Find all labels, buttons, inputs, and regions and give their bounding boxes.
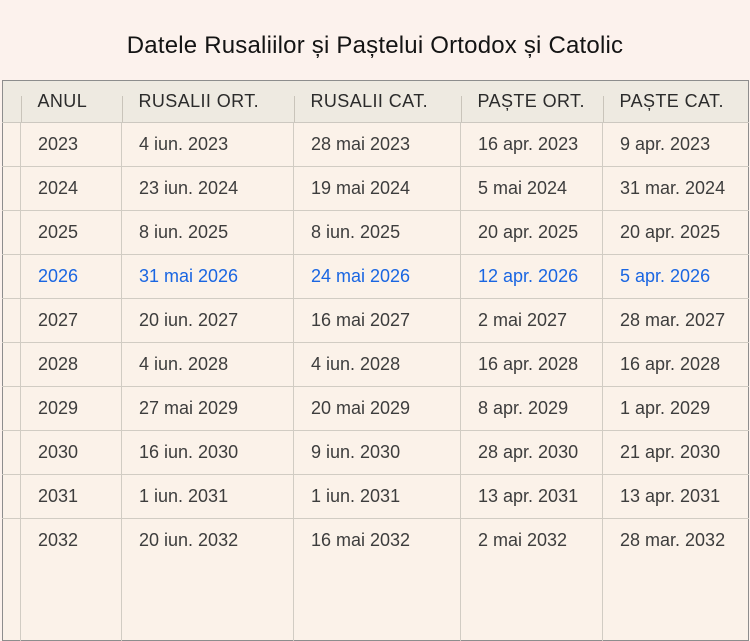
cell-rusalii-ort: 20 iun. 2032 — [121, 518, 294, 641]
spacer-cell — [2, 166, 21, 211]
spacer-cell — [2, 342, 21, 387]
page-title: Datele Rusaliilor și Paștelui Ortodox și… — [126, 32, 624, 59]
cell-rusalii-ort: 23 iun. 2024 — [121, 166, 294, 211]
cell-paste-ort: 2 mai 2027 — [460, 298, 603, 343]
spacer-cell — [2, 474, 21, 519]
spacer-cell — [2, 518, 21, 641]
table-row: 2023 4 iun. 2023 28 mai 2023 16 apr. 202… — [2, 122, 749, 167]
cell-rusalii-ort: 27 mai 2029 — [121, 386, 294, 431]
cell-rusalii-ort: 20 iun. 2027 — [121, 298, 294, 343]
cell-paste-cat: 1 apr. 2029 — [602, 386, 749, 431]
cell-anul: 2030 — [20, 430, 122, 475]
cell-paste-ort: 20 apr. 2025 — [460, 210, 603, 255]
cell-paste-ort: 13 apr. 2031 — [460, 474, 603, 519]
cell-paste-cat: 16 apr. 2028 — [602, 342, 749, 387]
cell-paste-ort: 16 apr. 2023 — [460, 122, 603, 167]
cell-paste-cat: 13 apr. 2031 — [602, 474, 749, 519]
cell-anul: 2026 — [20, 254, 122, 299]
spacer-cell — [2, 254, 21, 299]
cell-paste-cat: 9 apr. 2023 — [602, 122, 749, 167]
cell-anul: 2029 — [20, 386, 122, 431]
cell-paste-ort: 2 mai 2032 — [460, 518, 603, 641]
spacer-cell — [2, 122, 21, 167]
cell-paste-cat: 28 mar. 2027 — [602, 298, 749, 343]
cell-rusalii-ort: 31 mai 2026 — [121, 254, 294, 299]
spacer-cell — [2, 430, 21, 475]
cell-rusalii-cat: 24 mai 2026 — [293, 254, 461, 299]
cell-rusalii-cat: 9 iun. 2030 — [293, 430, 461, 475]
table-row: 2028 4 iun. 2028 4 iun. 2028 16 apr. 202… — [2, 342, 749, 387]
cell-anul: 2028 — [20, 342, 122, 387]
table-row: 2025 8 iun. 2025 8 iun. 2025 20 apr. 202… — [2, 210, 749, 255]
cell-rusalii-ort: 1 iun. 2031 — [121, 474, 294, 519]
cell-paste-cat: 28 mar. 2032 — [602, 518, 749, 641]
cell-anul: 2025 — [20, 210, 122, 255]
table-row: 2030 16 iun. 2030 9 iun. 2030 28 apr. 20… — [2, 430, 749, 475]
cell-rusalii-cat: 16 mai 2027 — [293, 298, 461, 343]
cell-rusalii-ort: 4 iun. 2023 — [121, 122, 294, 167]
cell-rusalii-cat: 8 iun. 2025 — [293, 210, 461, 255]
table-row: 2027 20 iun. 2027 16 mai 2027 2 mai 2027… — [2, 298, 749, 343]
cell-anul: 2024 — [20, 166, 122, 211]
header-row: ANUL RUSALII ORT. RUSALII CAT. PAȘTE ORT… — [2, 80, 749, 123]
table-row: 2029 27 mai 2029 20 mai 2029 8 apr. 2029… — [2, 386, 749, 431]
cell-rusalii-ort: 8 iun. 2025 — [121, 210, 294, 255]
cell-rusalii-cat: 4 iun. 2028 — [293, 342, 461, 387]
dates-table-container: ANUL RUSALII ORT. RUSALII CAT. PAȘTE ORT… — [0, 80, 750, 641]
spacer-column-header — [2, 80, 21, 123]
cell-rusalii-ort: 4 iun. 2028 — [121, 342, 294, 387]
cell-rusalii-cat: 28 mai 2023 — [293, 122, 461, 167]
table-row: 2031 1 iun. 2031 1 iun. 2031 13 apr. 203… — [2, 474, 749, 519]
cell-anul: 2032 — [20, 518, 122, 641]
easter-pentecost-dates-table: ANUL RUSALII ORT. RUSALII CAT. PAȘTE ORT… — [2, 80, 749, 641]
cell-paste-cat: 20 apr. 2025 — [602, 210, 749, 255]
column-header-paste-ort: PAȘTE ORT. — [460, 80, 603, 123]
cell-anul: 2023 — [20, 122, 122, 167]
spacer-cell — [2, 298, 21, 343]
cell-anul: 2031 — [20, 474, 122, 519]
cell-anul: 2027 — [20, 298, 122, 343]
table-row: 2026 31 mai 2026 24 mai 2026 12 apr. 202… — [2, 254, 749, 299]
cell-paste-ort: 28 apr. 2030 — [460, 430, 603, 475]
column-header-rusalii-cat: RUSALII CAT. — [293, 80, 461, 123]
cell-paste-ort: 5 mai 2024 — [460, 166, 603, 211]
cell-rusalii-cat: 16 mai 2032 — [293, 518, 461, 641]
cell-paste-cat: 21 apr. 2030 — [602, 430, 749, 475]
column-header-paste-cat: PAȘTE CAT. — [602, 80, 749, 123]
cell-rusalii-ort: 16 iun. 2030 — [121, 430, 294, 475]
spacer-cell — [2, 386, 21, 431]
table-row: 2032 20 iun. 2032 16 mai 2032 2 mai 2032… — [2, 518, 749, 641]
table-row: 2024 23 iun. 2024 19 mai 2024 5 mai 2024… — [2, 166, 749, 211]
spacer-cell — [2, 210, 21, 255]
cell-paste-ort: 8 apr. 2029 — [460, 386, 603, 431]
cell-paste-cat: 5 apr. 2026 — [602, 254, 749, 299]
cell-paste-ort: 16 apr. 2028 — [460, 342, 603, 387]
cell-rusalii-cat: 20 mai 2029 — [293, 386, 461, 431]
cell-paste-ort: 12 apr. 2026 — [460, 254, 603, 299]
column-header-anul: ANUL — [20, 80, 122, 123]
cell-rusalii-cat: 19 mai 2024 — [293, 166, 461, 211]
cell-paste-cat: 31 mar. 2024 — [602, 166, 749, 211]
column-header-rusalii-ort: RUSALII ORT. — [121, 80, 294, 123]
cell-rusalii-cat: 1 iun. 2031 — [293, 474, 461, 519]
